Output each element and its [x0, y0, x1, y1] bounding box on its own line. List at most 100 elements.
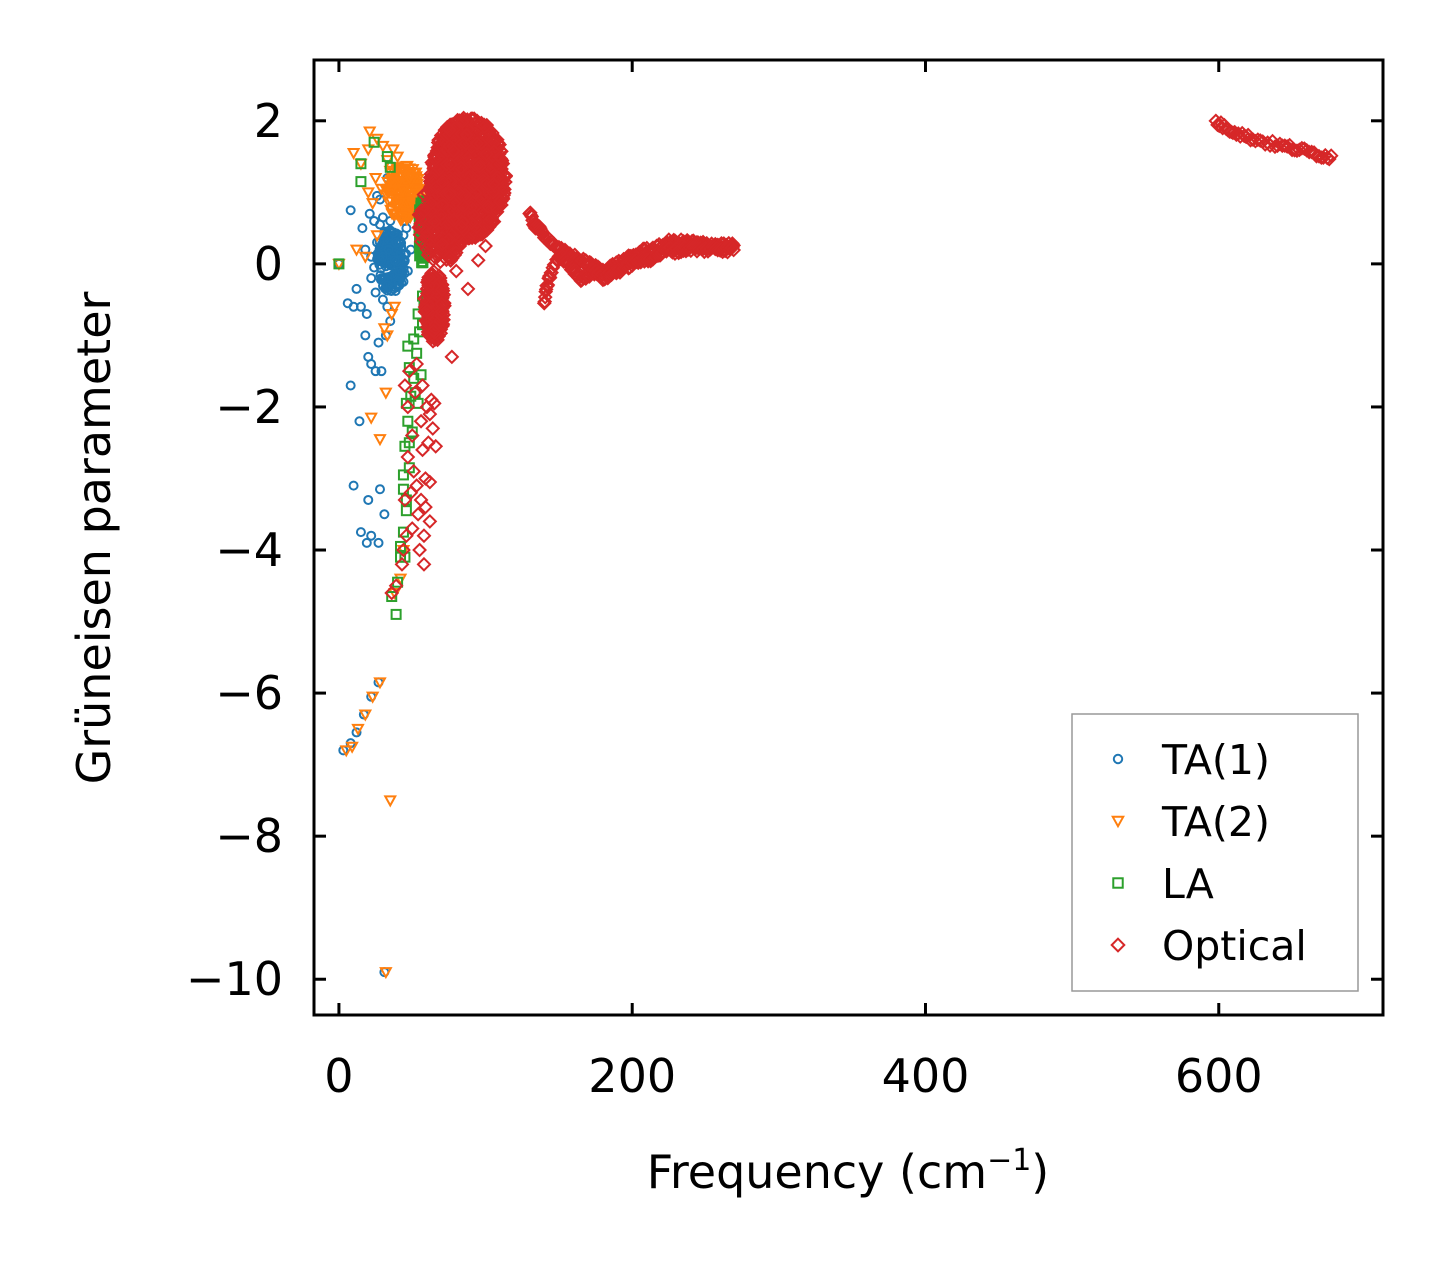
data-point-ta-2 [382, 186, 397, 199]
data-point-la [390, 608, 402, 620]
data-point-ta-2 [358, 251, 373, 264]
data-point-ta-2 [374, 183, 389, 196]
data-point-la [411, 347, 423, 359]
y-tick-label: −8 [215, 809, 283, 863]
data-point-ta-1 [355, 527, 366, 538]
data-point-optical [465, 207, 481, 223]
data-point-ta-1 [361, 308, 372, 319]
data-point-optical [474, 115, 489, 131]
data-point-la [406, 426, 418, 438]
data-point-ta-2 [339, 745, 353, 758]
legend-box [1071, 713, 1359, 992]
data-point-optical [466, 177, 482, 192]
data-point-optical [410, 506, 426, 522]
data-point-optical [428, 438, 444, 454]
data-point-ta-2 [395, 214, 409, 227]
data-point-optical [426, 223, 442, 239]
data-point-ta-1 [345, 205, 356, 216]
legend-marker-optical [1110, 937, 1126, 953]
data-point-optical [478, 238, 493, 254]
data-point-la [386, 591, 398, 603]
data-point-ta-2 [385, 208, 399, 221]
data-point-ta-2 [345, 741, 359, 754]
data-point-optical [427, 208, 443, 224]
data-point-optical [718, 240, 734, 255]
data-point-ta-1 [342, 298, 353, 309]
data-point-ta-2 [383, 795, 397, 808]
data-point-la [412, 397, 424, 409]
data-point-optical [425, 252, 441, 267]
data-point-optical [422, 182, 438, 198]
data-point-ta-2 [376, 140, 390, 153]
axis-ticks: 0 200 400 600 2 0 −2 −4 −6 −8 −10 [186, 60, 1383, 1103]
data-point-optical [404, 521, 420, 536]
data-point-optical [421, 278, 437, 293]
data-point-optical [478, 146, 494, 162]
data-point-optical [1277, 138, 1293, 154]
data-point-ta-2 [381, 196, 396, 209]
y-tick-label: −4 [215, 523, 283, 577]
data-point-optical [435, 174, 450, 189]
data-point-la [333, 258, 345, 270]
data-point-optical [409, 356, 425, 372]
data-point-optical [419, 281, 435, 297]
data-point-ta-1 [395, 248, 406, 259]
legend-marker-la [1112, 877, 1124, 889]
y-tick-label: −6 [215, 666, 283, 720]
data-point-optical [426, 395, 442, 411]
data-point-optical [463, 111, 479, 127]
data-point-ta-1 [351, 283, 362, 294]
data-point-ta-2 [351, 723, 365, 736]
data-point-optical [440, 232, 456, 248]
data-point-ta-2 [377, 323, 392, 336]
data-point-ta-1 [355, 301, 366, 312]
data-point-la [408, 333, 420, 345]
data-point-ta-1 [373, 337, 384, 348]
data-point-optical [420, 296, 436, 312]
data-point-ta-2 [396, 184, 410, 197]
data-point-optical [441, 122, 457, 138]
data-point-ta-2 [393, 197, 407, 210]
y-tick-label: −10 [186, 952, 283, 1006]
data-point-optical [434, 282, 450, 297]
data-point-ta-1 [363, 351, 374, 362]
data-point-optical [409, 478, 425, 494]
data-point-optical [416, 203, 432, 219]
plot-frame [312, 58, 1385, 1017]
data-point-ta-2 [370, 230, 384, 243]
x-tick-label: 600 [1175, 1049, 1263, 1103]
data-point-ta-1 [357, 223, 368, 234]
data-point-la [384, 161, 396, 173]
data-point-optical [486, 176, 501, 192]
data-point-optical [438, 186, 454, 202]
data-point-optical [415, 378, 430, 393]
data-point-optical [485, 184, 501, 200]
data-point-optical [422, 406, 438, 422]
data-point-la [368, 136, 380, 148]
data-point-optical [430, 140, 446, 156]
data-point-optical [434, 304, 450, 320]
data-point-optical [400, 449, 416, 465]
data-point-ta-2 [346, 147, 361, 161]
data-point-optical [422, 513, 438, 529]
y-tick-label: 2 [254, 94, 283, 148]
data-point-la [415, 369, 427, 381]
data-point-ta-2 [365, 198, 380, 211]
data-point-ta-1 [363, 494, 374, 505]
data-point-optical [453, 160, 469, 175]
data-point-optical [442, 184, 458, 200]
data-point-ta-1 [348, 480, 359, 491]
data-point-ta-1 [388, 283, 399, 294]
data-point-optical [394, 556, 410, 572]
data-point-ta-1 [366, 530, 377, 541]
data-point-optical [453, 232, 469, 248]
data-point-optical [726, 242, 742, 258]
data-point-ta-1 [389, 255, 400, 266]
data-point-optical [459, 113, 475, 129]
data-point-ta-1 [374, 484, 385, 495]
data-point-optical [1301, 144, 1317, 160]
data-point-la [355, 158, 367, 170]
data-point-ta-2 [384, 185, 399, 198]
data-point-ta-2 [402, 197, 416, 210]
